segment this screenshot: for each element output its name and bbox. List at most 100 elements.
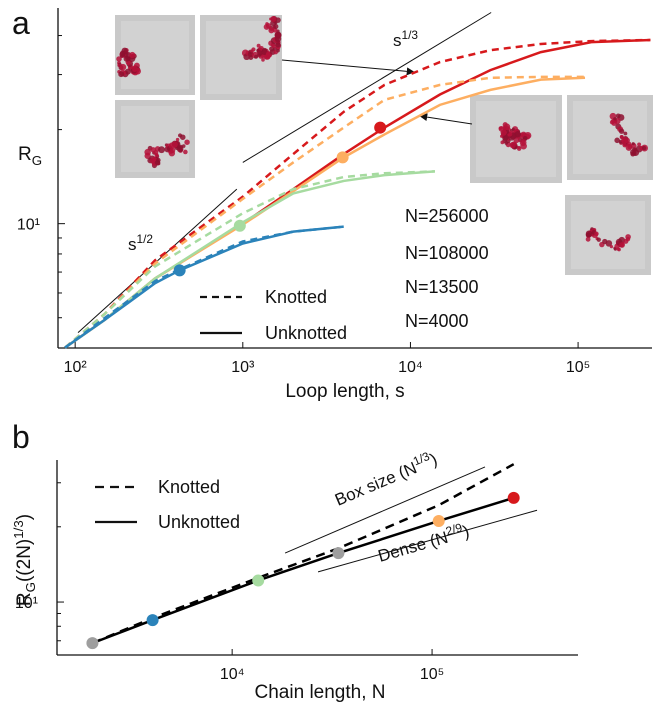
snapshot-polymer <box>505 126 510 131</box>
snapshot-polymer <box>254 54 258 59</box>
text-part: 1/3 <box>411 449 432 468</box>
snapshot-polymer <box>270 15 277 23</box>
snapshot-polymer <box>619 242 625 248</box>
snapshot-polymer <box>585 230 592 237</box>
snapshot-polymer <box>123 55 130 62</box>
snapshot-polymer <box>511 127 515 131</box>
legend-entry: Knotted <box>158 477 220 497</box>
snapshot-polymer <box>261 58 265 62</box>
snapshot-polymer <box>509 142 516 149</box>
snapshot-polymer <box>116 56 122 62</box>
snapshot-polymer <box>171 141 178 148</box>
guide-label: Box size (N1/3) <box>331 447 440 510</box>
marker <box>146 614 159 627</box>
text-part: ) <box>461 522 472 542</box>
text-part: Dense (N <box>376 528 450 566</box>
y-tick-label: 10¹ <box>15 595 38 612</box>
snapshot-polymer <box>131 66 138 72</box>
legend-entry: N=4000 <box>405 311 469 331</box>
snapshot-polymer <box>256 43 261 48</box>
snapshot-polymer <box>175 137 180 142</box>
snapshot-polymer <box>169 147 176 154</box>
panel-label: a <box>12 5 30 41</box>
marker <box>432 514 445 527</box>
snapshot-polymer <box>158 146 165 154</box>
y-axis-label: RG((2N)1/3) <box>11 514 38 606</box>
y-tick-label: 10¹ <box>17 217 40 234</box>
snapshot-polymer <box>129 51 136 59</box>
snapshot-polymer <box>637 142 642 147</box>
x-tick-label: 10⁵ <box>566 359 590 376</box>
snapshot-images <box>115 15 653 275</box>
text-part: G <box>23 582 38 592</box>
snapshot-polymer <box>275 42 281 48</box>
text-part: s <box>128 235 137 254</box>
snapshot-face <box>571 201 645 269</box>
text-part: 1/2 <box>137 232 154 246</box>
text-part: R <box>18 144 32 165</box>
x-axis-label: Chain length, N <box>255 682 386 703</box>
snapshot-polymer <box>625 144 633 151</box>
snapshot-polymer <box>119 63 127 71</box>
snapshot-polymer <box>268 27 275 34</box>
snapshot-polymer <box>265 23 272 29</box>
snapshot-face <box>573 101 647 174</box>
snapshot-polymer <box>614 137 620 144</box>
snapshot-polymer <box>611 120 618 126</box>
guide-line <box>284 466 486 554</box>
text-part: 1/3 <box>11 520 26 539</box>
text-part: ) <box>14 514 35 520</box>
series-line <box>64 75 586 349</box>
x-tick-label: 10² <box>64 359 88 376</box>
x-tick-label: 10³ <box>231 359 255 376</box>
series-line <box>64 38 651 349</box>
arrow <box>419 113 473 125</box>
snapshot-polymer <box>618 128 625 134</box>
x-tick-label: 10⁴ <box>398 359 423 376</box>
text-part: ((2N) <box>14 539 35 582</box>
snapshot-polymer <box>502 125 507 131</box>
snapshot-polymer <box>181 144 186 148</box>
snapshot-polymer <box>184 139 190 145</box>
guide-label: s1/3 <box>393 28 418 50</box>
legend-entry: Unknotted <box>158 512 240 532</box>
snapshot-polymer <box>500 129 507 136</box>
guide-line <box>242 12 492 163</box>
snapshot-polymer <box>625 234 631 240</box>
snapshot-polymer <box>516 146 522 151</box>
text-part: Box size (N <box>332 458 419 509</box>
x-tick-label: 10⁵ <box>420 666 444 683</box>
snapshot-polymer <box>631 142 635 146</box>
guide-label: s1/2 <box>128 232 153 254</box>
marker <box>86 637 99 650</box>
snapshot-polymer <box>596 237 601 242</box>
series-line <box>91 496 515 645</box>
x-axis-label: Loop length, s <box>285 381 404 402</box>
marker <box>374 121 387 134</box>
snapshot-polymer <box>180 134 186 140</box>
snapshot-polymer <box>594 231 599 237</box>
marker <box>336 151 349 164</box>
snapshot-polymer <box>623 131 628 136</box>
snapshot-polymer <box>622 142 627 148</box>
snapshot-polymer <box>274 31 282 39</box>
text-part: 1/3 <box>402 28 419 42</box>
marker <box>233 219 246 232</box>
marker <box>332 547 345 560</box>
snapshot-polymer <box>121 47 128 55</box>
snapshot-polymer <box>183 149 188 155</box>
legend-entry: N=256000 <box>405 206 489 226</box>
snapshot-polymer <box>605 240 613 247</box>
snapshot-polymer <box>613 117 617 121</box>
panel-label: b <box>12 419 30 455</box>
snapshot-polymer <box>250 49 254 53</box>
text-part: R <box>14 592 35 606</box>
text-part: 2/9 <box>444 520 464 538</box>
marker <box>252 574 265 587</box>
guide-line <box>317 509 538 573</box>
snapshot-polymer <box>520 142 527 150</box>
text-part: s <box>393 31 402 50</box>
marker <box>507 491 520 504</box>
snapshot-polymer <box>500 140 505 145</box>
